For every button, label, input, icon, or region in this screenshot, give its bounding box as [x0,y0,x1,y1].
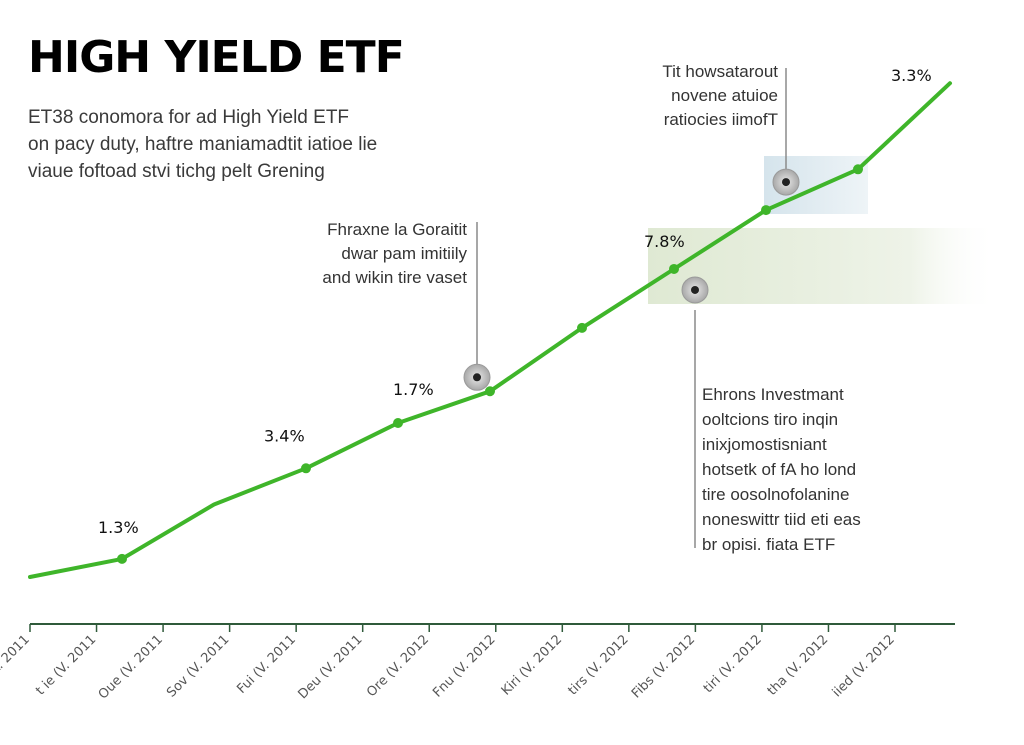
subtitle-line: ET38 conomora for ad High Yield ETF [28,107,350,128]
x-tick-label: Fibs (V. 2012 [629,632,698,701]
data-point [577,322,587,333]
annotation-line: inixjomostisniant [702,435,827,454]
annotation-line: and wikin tire vaset [322,268,467,287]
annotation-line: ooltcions tiro inqin [702,410,839,429]
annotation-line: Ehrons Investmant [702,385,844,404]
x-tick-label: t ie (V. 2011 [33,632,99,698]
data-point [485,386,495,397]
annotation-line: tire oosolnofolanine [702,485,850,504]
annotation-line: Fhraxne la Goraitit [327,220,467,239]
x-tick-label: Deu (V. 2011 [295,632,365,702]
annotation-line: noneswittr tiid eti eas [702,510,861,529]
data-point [669,263,679,274]
annotation-line: hotsetk of fA ho lond [702,460,857,479]
data-label: 1.7% [393,380,434,399]
annotation-line: dwar pam imitiily [341,244,467,263]
subtitle-line: viaue foftoad stvi tichg pelt Grening [28,161,325,182]
annotation-line: br opisi. fiata ETF [702,535,836,554]
x-tick-label: iied (V. 2012 [830,632,898,700]
annotation-right: Ehrons Investmant ooltcions tiro inqin i… [702,382,861,557]
callout-marker-dot [691,285,699,294]
annotation-line: novene atuioe [671,86,778,105]
callout-marker-dot [473,373,481,382]
data-point [117,553,127,564]
x-tick-label: Oue (A. 2011 [0,632,33,703]
x-tick-label: Oue (V. 2011 [96,632,166,702]
x-tick-label: Kiri (V. 2012 [499,632,565,698]
annotation-line: ratiocies iimofT [663,110,778,129]
x-tick-label: tiri (V. 2012 [701,632,765,696]
data-point [761,205,771,216]
x-tick-label: Fnu (V. 2012 [430,632,498,700]
data-point [393,417,403,428]
annotation-top: Tit howsatarout novene atuioe ratiocies … [600,60,778,132]
data-label: 7.8% [644,232,685,251]
data-point [853,164,863,175]
chart-title: HIGH YIELD ETF [28,32,405,83]
data-label: 3.4% [264,426,305,445]
x-tick-label: tirs (V. 2012 [565,632,631,698]
data-label: 1.3% [98,518,139,537]
subtitle-line: on pacy duty, haftre maniamadtit iatioe … [28,134,378,155]
annotation-middle: Fhraxne la Goraitit dwar pam imitiily an… [255,218,467,290]
x-tick-label: Fui (V. 2011 [234,632,299,697]
annotation-line: Tit howsatarout [662,62,778,81]
callout-marker-dot [782,178,790,187]
data-label: 3.3% [891,66,932,85]
x-tick-label: Ore (V. 2012 [364,632,432,700]
data-point [301,463,311,474]
x-tick-label: tha (V. 2012 [765,632,832,699]
x-tick-label: Sov (V. 2011 [164,632,232,700]
chart-subtitle: ET38 conomora for ad High Yield ETF on p… [28,104,448,185]
